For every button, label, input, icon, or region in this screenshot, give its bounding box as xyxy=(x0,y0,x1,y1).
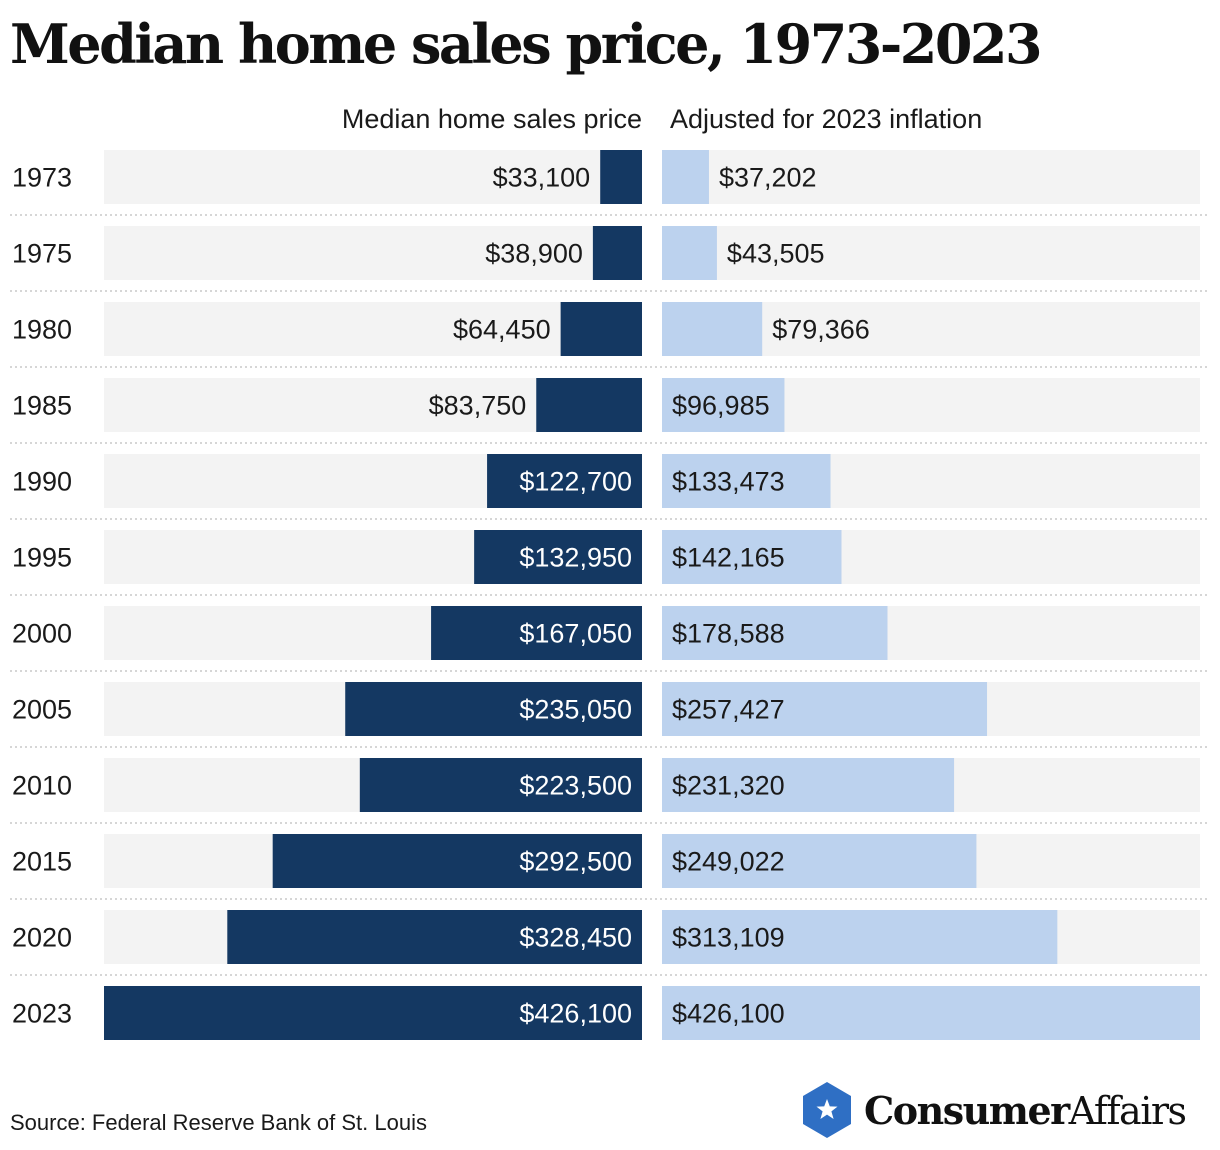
value-label-adjusted: $178,588 xyxy=(672,618,785,648)
value-label-adjusted: $313,109 xyxy=(672,922,785,952)
bar-nominal xyxy=(592,226,642,280)
year-label: 1985 xyxy=(12,390,72,420)
value-label-adjusted: $96,985 xyxy=(672,390,770,420)
value-label-nominal: $122,700 xyxy=(519,466,632,496)
bar-adjusted xyxy=(662,758,955,812)
value-label-nominal: $328,450 xyxy=(519,922,632,952)
bar-nominal xyxy=(345,682,642,736)
bar-nominal xyxy=(560,302,642,356)
bar-adjusted xyxy=(662,454,831,508)
year-label: 2010 xyxy=(12,770,72,800)
brand-name-regular: Affairs xyxy=(1068,1088,1187,1133)
value-label-nominal: $33,100 xyxy=(493,162,591,192)
year-label: 2005 xyxy=(12,694,72,724)
bar-track-left xyxy=(104,150,642,204)
value-label-adjusted: $142,165 xyxy=(672,542,785,572)
value-label-nominal: $64,450 xyxy=(453,314,551,344)
value-label-adjusted: $231,320 xyxy=(672,770,785,800)
value-label-adjusted: $43,505 xyxy=(727,238,825,268)
brand-wordmark: ConsumerAffairs xyxy=(864,1087,1187,1133)
series-header-nominal: Median home sales price xyxy=(341,104,642,134)
brand-name-bold: Consumer xyxy=(864,1087,1070,1133)
bar-track-right xyxy=(662,150,1200,204)
bar-adjusted xyxy=(662,986,1200,1040)
bar-nominal xyxy=(272,834,642,888)
bar-adjusted xyxy=(662,910,1058,964)
bar-nominal xyxy=(227,910,642,964)
bar-adjusted xyxy=(662,302,763,356)
star-hexagon-icon xyxy=(803,1082,851,1138)
source-note: Source: Federal Reserve Bank of St. Loui… xyxy=(10,1110,427,1135)
value-label-adjusted: $426,100 xyxy=(672,998,785,1028)
value-label-adjusted: $257,427 xyxy=(672,694,785,724)
bar-adjusted xyxy=(662,682,988,736)
brand-logo: ConsumerAffairs xyxy=(800,1078,1187,1142)
bar-adjusted xyxy=(662,150,709,204)
value-label-adjusted: $249,022 xyxy=(672,846,785,876)
bar-nominal xyxy=(536,378,642,432)
bar-nominal xyxy=(104,986,642,1040)
value-label-nominal: $38,900 xyxy=(485,238,583,268)
year-label: 2020 xyxy=(12,922,72,952)
bar-nominal xyxy=(600,150,642,204)
bar-adjusted xyxy=(662,606,888,660)
bar-nominal xyxy=(487,454,642,508)
bar-adjusted xyxy=(662,378,785,432)
year-label: 1990 xyxy=(12,466,72,496)
bar-adjusted xyxy=(662,530,842,584)
value-label-nominal: $292,500 xyxy=(519,846,632,876)
value-label-adjusted: $133,473 xyxy=(672,466,785,496)
year-label: 2000 xyxy=(12,618,72,648)
value-label-nominal: $132,950 xyxy=(519,542,632,572)
year-label: 1995 xyxy=(12,542,72,572)
bar-track-left xyxy=(104,226,642,280)
bar-nominal xyxy=(359,758,642,812)
year-label: 1980 xyxy=(12,314,72,344)
value-label-nominal: $426,100 xyxy=(519,998,632,1028)
year-label: 2015 xyxy=(12,846,72,876)
value-label-adjusted: $79,366 xyxy=(772,314,870,344)
bar-adjusted xyxy=(662,834,977,888)
year-label: 2023 xyxy=(12,998,72,1028)
bar-nominal xyxy=(431,606,642,660)
bar-adjusted xyxy=(662,226,717,280)
chart-title: Median home sales price, 1973-2023 xyxy=(10,12,1043,76)
year-label: 1973 xyxy=(12,162,72,192)
bar-track-left xyxy=(104,302,642,356)
value-label-nominal: $167,050 xyxy=(519,618,632,648)
series-header-adjusted: Adjusted for 2023 inflation xyxy=(670,104,983,134)
value-label-adjusted: $37,202 xyxy=(719,162,817,192)
bar-track-right xyxy=(662,226,1200,280)
value-label-nominal: $83,750 xyxy=(429,390,527,420)
value-label-nominal: $235,050 xyxy=(519,694,632,724)
year-label: 1975 xyxy=(12,238,72,268)
value-label-nominal: $223,500 xyxy=(519,770,632,800)
bar-nominal xyxy=(474,530,642,584)
